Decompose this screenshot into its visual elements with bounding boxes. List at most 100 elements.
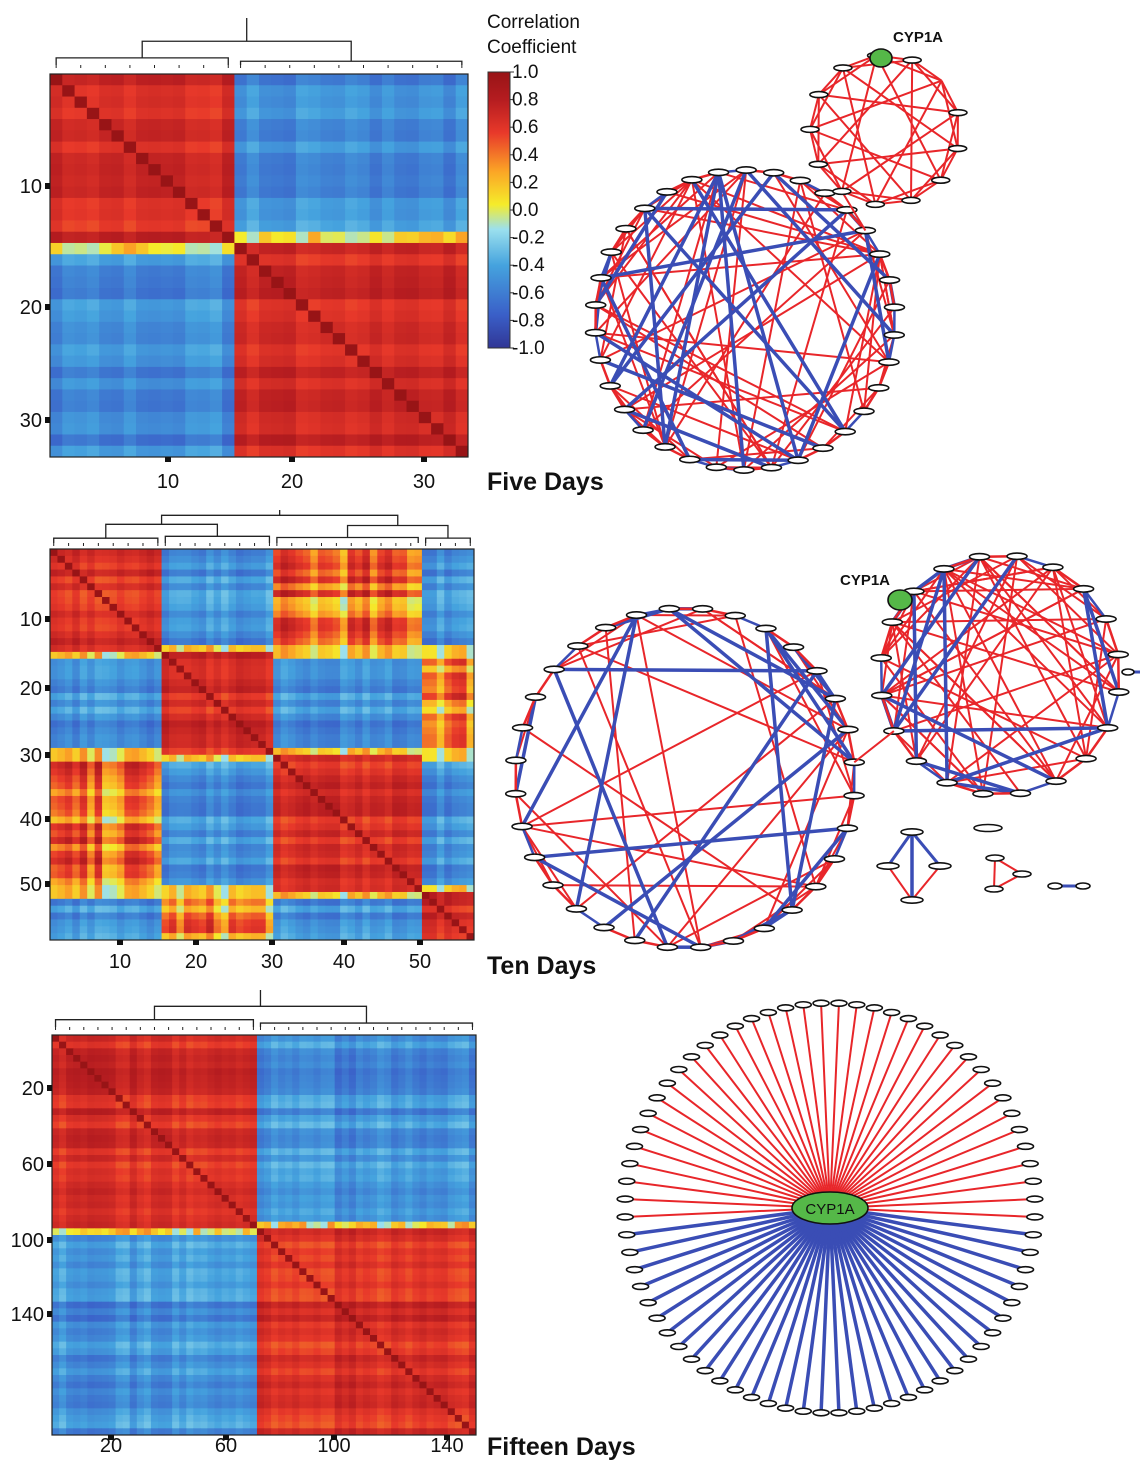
heatmap-cell bbox=[172, 400, 186, 413]
heatmap-cell bbox=[414, 795, 423, 804]
heatmap-cell bbox=[139, 549, 148, 557]
negative-edge bbox=[533, 855, 702, 949]
heatmap-cell bbox=[62, 288, 75, 300]
heatmap-cell bbox=[283, 400, 297, 413]
heatmap-cell bbox=[86, 209, 100, 221]
heatmap-cell bbox=[116, 713, 125, 721]
heatmap-cell bbox=[146, 747, 155, 756]
heatmap-cell bbox=[198, 747, 207, 756]
heatmap-cell bbox=[280, 576, 289, 584]
heatmap-cell bbox=[421, 830, 430, 838]
heatmap-cell bbox=[74, 119, 88, 131]
heatmap-cell bbox=[176, 816, 185, 824]
heatmap-cell bbox=[161, 782, 170, 790]
heatmap-cell bbox=[444, 555, 453, 564]
negative-edge bbox=[668, 607, 856, 764]
heatmap-cell bbox=[94, 775, 103, 783]
heatmap-cell bbox=[451, 761, 460, 769]
heatmap-cell bbox=[317, 823, 326, 831]
heatmap-cell bbox=[384, 617, 393, 625]
heatmap-cell bbox=[436, 864, 445, 872]
heatmap-cell bbox=[109, 837, 118, 845]
heatmap-cell bbox=[392, 727, 401, 735]
heatmap-cell bbox=[466, 734, 475, 742]
heatmap-cell bbox=[50, 830, 58, 838]
heatmap-cell bbox=[455, 299, 469, 311]
heatmap-cell bbox=[407, 590, 415, 598]
heatmap-cell bbox=[288, 597, 296, 605]
heatmap-cell bbox=[392, 686, 401, 694]
heatmap-cell bbox=[79, 802, 88, 811]
heatmap-cell bbox=[221, 562, 229, 570]
heatmap-cell bbox=[183, 631, 192, 639]
heatmap-cell bbox=[183, 583, 192, 591]
heatmap-cell bbox=[222, 299, 235, 311]
heatmap-cell bbox=[384, 871, 393, 879]
heatmap-cell bbox=[172, 389, 186, 402]
heatmap-cell bbox=[394, 254, 407, 266]
heatmap-cell bbox=[369, 720, 378, 728]
heatmap-cell bbox=[273, 693, 281, 701]
heatmap-cell bbox=[57, 878, 66, 886]
heatmap-cell bbox=[213, 638, 222, 646]
heatmap-cell bbox=[183, 651, 192, 660]
heatmap-cell bbox=[381, 265, 395, 278]
heatmap-cell bbox=[176, 597, 185, 605]
heatmap-cell bbox=[50, 926, 58, 934]
heatmap-cell bbox=[332, 119, 346, 131]
heatmap-cell bbox=[421, 727, 430, 735]
heatmap-cell bbox=[325, 686, 334, 694]
heatmap-cell bbox=[414, 665, 423, 673]
dendrogram-branch bbox=[239, 60, 463, 65]
heatmap-cell bbox=[325, 576, 334, 584]
heatmap-cell bbox=[221, 713, 229, 721]
heatmap-cell bbox=[369, 631, 378, 639]
heatmap-cell bbox=[123, 333, 137, 345]
heatmap-cell bbox=[131, 795, 140, 804]
negative-edge bbox=[772, 171, 891, 282]
heatmap-cell bbox=[369, 569, 378, 577]
heatmap-cell bbox=[176, 658, 185, 667]
heatmap-cell bbox=[399, 830, 408, 838]
heatmap-cell bbox=[228, 816, 237, 824]
heatmap-cell bbox=[169, 754, 177, 763]
heatmap-cell bbox=[228, 686, 237, 694]
heatmap-cell bbox=[414, 843, 423, 852]
heatmap-cell bbox=[161, 713, 170, 721]
heatmap-cell bbox=[429, 576, 438, 584]
heatmap-cell bbox=[332, 816, 341, 824]
heatmap-cell bbox=[317, 898, 326, 907]
heatmap-cell bbox=[250, 693, 259, 701]
heatmap-cell bbox=[451, 864, 460, 872]
heatmap-cell bbox=[235, 857, 244, 865]
heatmap-cell bbox=[399, 590, 408, 598]
heatmap-cell bbox=[154, 933, 162, 941]
heatmap-cell bbox=[172, 333, 186, 345]
heatmap-cell bbox=[124, 885, 133, 893]
heatmap-cell bbox=[347, 651, 356, 660]
heatmap-cell bbox=[235, 823, 244, 831]
heatmap-cell bbox=[206, 590, 215, 598]
heatmap-cell bbox=[139, 795, 148, 804]
heatmap-cell bbox=[197, 164, 211, 176]
heatmap-cell bbox=[79, 645, 88, 653]
heatmap-cell bbox=[280, 583, 289, 591]
heatmap-cell bbox=[50, 597, 58, 605]
heatmap-cell bbox=[455, 107, 469, 120]
heatmap-cell bbox=[169, 857, 177, 865]
heatmap-cell bbox=[421, 741, 430, 749]
heatmap-cell bbox=[250, 638, 259, 646]
positive-edge bbox=[874, 179, 942, 206]
heatmap-cell bbox=[407, 651, 415, 660]
heatmap-cell bbox=[109, 706, 118, 715]
heatmap-cell bbox=[280, 631, 289, 639]
heatmap-cell bbox=[50, 754, 58, 763]
heatmap-cell bbox=[222, 288, 235, 300]
heatmap-cell bbox=[258, 795, 267, 804]
heatmap-cell bbox=[332, 720, 341, 728]
heatmap-cell bbox=[325, 631, 334, 639]
heatmap-cell bbox=[235, 905, 244, 913]
heatmap-cell bbox=[131, 775, 140, 783]
heatmap-cell bbox=[265, 549, 274, 557]
heatmap-cell bbox=[139, 919, 148, 927]
